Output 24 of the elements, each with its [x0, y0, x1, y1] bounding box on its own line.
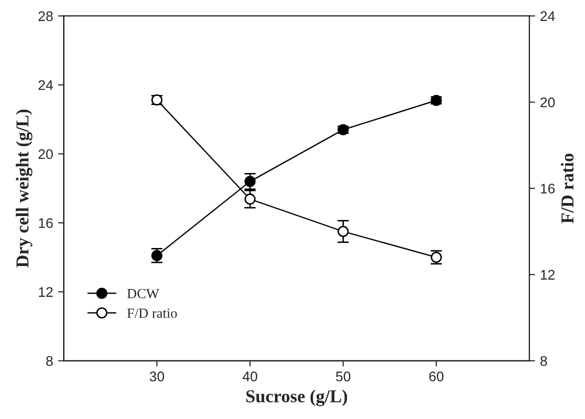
y-tick-label: 24: [38, 80, 53, 90]
point: [244, 176, 256, 187]
point: [338, 226, 349, 237]
y-tick-label: 12: [38, 287, 53, 297]
x-tick-label: 30: [150, 372, 164, 382]
y2-tick-label: 16: [540, 184, 555, 194]
y-tick-label: 20: [38, 149, 53, 160]
legend-label: DCW: [127, 288, 160, 298]
x-tick-label: 60: [429, 372, 444, 382]
x-tick-label: 40: [242, 372, 258, 382]
x-tick-label: 50: [336, 372, 350, 382]
legend-label: F/D ratio: [127, 308, 177, 318]
point: [244, 194, 256, 205]
y-axis-title: Dry cell weight (g/L): [16, 110, 32, 268]
y2-axis-title: F/D ratio: [560, 154, 574, 224]
y-tick-label: 28: [38, 11, 53, 22]
y2-tick-label: 8: [540, 356, 547, 366]
y-tick-label: 16: [38, 218, 53, 228]
y2-tick-label: 12: [540, 270, 555, 280]
x-axis-title: Sucrose (g/L): [246, 390, 348, 406]
y-tick-label: 8: [46, 356, 53, 366]
y2-tick-label: 20: [540, 97, 555, 108]
point: [151, 250, 162, 262]
y2-tick-label: 24: [540, 11, 555, 21]
